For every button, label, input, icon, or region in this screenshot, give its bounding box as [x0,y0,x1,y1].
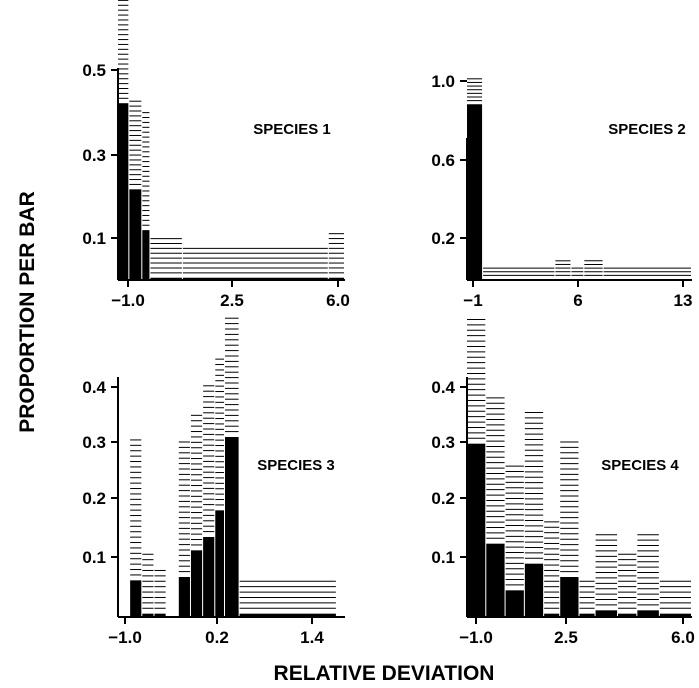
bar [118,103,129,280]
y-tick-label: 0.1 [82,548,106,567]
panel-title: SPECIES 1 [253,121,331,138]
bar [483,278,555,280]
bar [150,277,182,280]
x-tick-label: 6.0 [671,628,695,647]
x-tick-label: 2.5 [554,628,578,647]
x-tick-label: 2.5 [220,291,244,310]
panel-species-2: −1 6 13 1.0 0.6 0.2 SPECIES 2 [431,72,692,310]
bar [595,610,618,617]
panel-title: SPECIES 3 [257,457,335,474]
bar [225,437,239,617]
y-tick-label: 1.0 [431,72,455,91]
bar [328,277,344,280]
bar [524,563,544,617]
y-tick-label: 0.3 [82,433,106,452]
x-tick-label: 6 [573,291,582,310]
bar [154,613,166,617]
bar [467,443,486,617]
y-tick-label: 0.2 [431,229,455,248]
bar [142,230,150,280]
y-tick-label: 0.2 [431,489,455,508]
x-tick-label: −1.0 [108,628,142,647]
x-tick-label: 6.0 [326,291,350,310]
bar [584,278,603,280]
panel-species-4: −1.0 2.5 6.0 0.4 0.3 0.2 0.1 SPECIES 4 [431,318,695,647]
bar [182,277,328,280]
bar [544,613,560,617]
bar [190,550,203,617]
bar [579,613,595,617]
bar [560,577,579,617]
x-axis-label: RELATIVE DEVIATION [274,662,495,685]
y-tick-label: 0.1 [82,229,106,248]
bar [659,613,691,617]
bar [637,610,659,617]
panel-title: SPECIES 4 [601,457,679,474]
bar [603,278,691,280]
bar [239,613,336,617]
bar [178,577,190,617]
panel-title: SPECIES 2 [608,121,686,138]
bar [215,510,225,617]
y-tick-label: 0.1 [431,548,455,567]
bar [203,537,215,617]
x-tick-label: 13 [674,291,693,310]
y-tick-label: 0.2 [82,489,106,508]
y-tick-label: 0.4 [82,378,106,397]
panels: −1.0 2.5 6.0 0.5 0.3 0.1 SPECIES 1 −1 6 13 1.0 0.6 0… [82,0,695,647]
bar [129,189,142,280]
x-tick-label: −1.0 [459,628,493,647]
y-tick-label: 0.3 [431,433,455,452]
x-tick-label: −1.0 [111,291,145,310]
panel-species-3: −1.0 0.2 1.4 0.4 0.3 0.2 0.1 SPECIES 3 [82,317,345,647]
bar [467,104,483,280]
y-axis-label: PROPORTION PER BAR [16,191,39,433]
panel-species-1: −1.0 2.5 6.0 0.5 0.3 0.1 SPECIES 1 [82,0,350,310]
x-tick-label: −1 [463,291,482,310]
x-tick-label: 0.2 [205,628,229,647]
bar [142,613,154,617]
bar [486,543,505,617]
bar [618,613,637,617]
bar [130,580,142,617]
y-tick-label: 0.4 [431,378,455,397]
bar [571,278,584,280]
bar [555,278,571,280]
y-tick-label: 0.6 [431,151,455,170]
y-tick-label: 0.3 [82,146,106,165]
y-tick-label: 0.5 [82,61,106,80]
x-tick-label: 1.4 [300,628,324,647]
bar [505,590,524,617]
